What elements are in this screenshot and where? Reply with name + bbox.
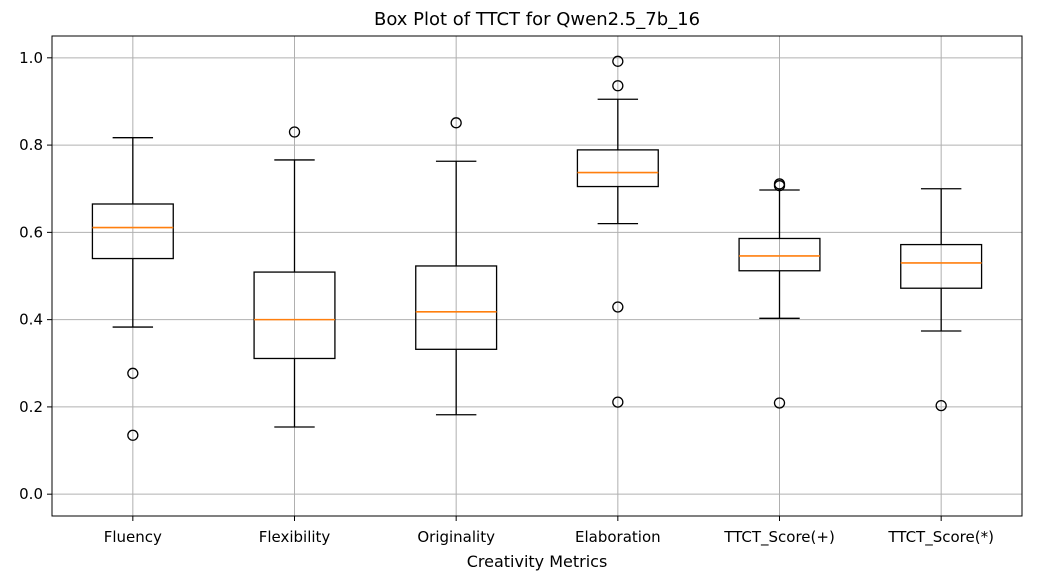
outlier-point <box>612 55 624 67</box>
x-tick-label: Originality <box>417 528 495 546</box>
x-tick-label: Elaboration <box>575 528 661 546</box>
plot-area: 0.0 0.2 0.4 0.6 0.8 1.0 Fluency Flexibility Orig… <box>19 35 1023 547</box>
outlier-point <box>450 117 462 129</box>
outlier-point <box>612 301 624 313</box>
y-tick-label: 1.0 <box>19 49 43 67</box>
y-tick-label: 0.8 <box>19 136 43 154</box>
x-tick-label: TTCT_Score(+) <box>723 528 835 547</box>
box-iqr <box>253 271 336 360</box>
box-iqr <box>415 265 498 350</box>
y-tick-label: 0.2 <box>19 398 43 416</box>
box-iqr <box>738 237 821 272</box>
axes-frame <box>51 35 1023 517</box>
box-iqr <box>91 203 174 260</box>
y-tick-label: 0.0 <box>19 485 43 503</box>
box-iqr <box>900 243 983 289</box>
outlier-point <box>127 367 139 379</box>
outlier-point <box>935 399 947 412</box>
x-axis-label: Creativity Metrics <box>467 552 608 571</box>
box-iqr <box>576 149 659 188</box>
outlier-point <box>773 397 786 409</box>
x-tick-label: Fluency <box>104 528 162 546</box>
chart-title: Box Plot of TTCT for Qwen2.5_7b_16 <box>374 9 700 30</box>
y-tick-label: 0.6 <box>19 223 43 241</box>
outlier-point <box>288 126 301 138</box>
outlier-point <box>773 180 786 192</box>
y-tick-label: 0.4 <box>19 311 43 329</box>
outlier-point <box>612 80 624 92</box>
x-tick-label: TTCT_Score(*) <box>887 528 994 547</box>
outlier-point <box>612 396 624 408</box>
outlier-point <box>127 429 139 441</box>
x-tick-label: Flexibility <box>259 528 331 546</box>
